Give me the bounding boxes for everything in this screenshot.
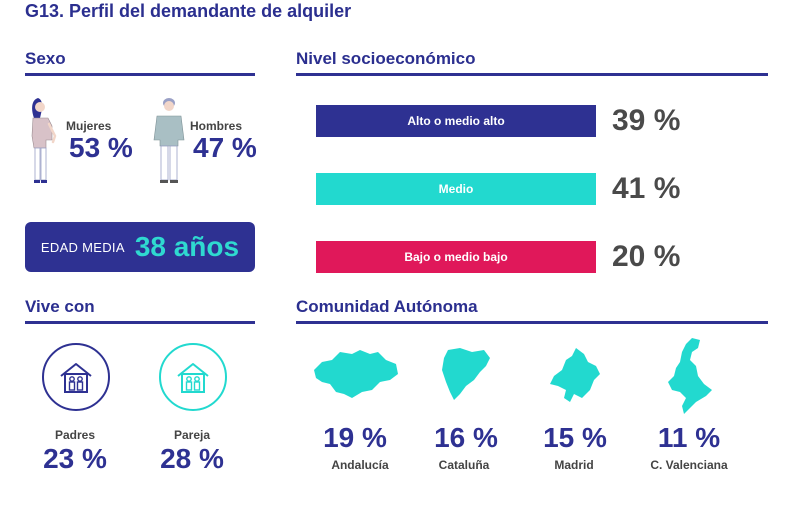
woman-icon (31, 98, 57, 183)
edad-media-box: EDAD MEDIA 38 años (25, 222, 255, 272)
nivel-bar-label: Medio (438, 182, 474, 196)
andalucia-value: 19 % (323, 422, 387, 453)
madrid-map-icon (550, 348, 600, 402)
valenciana-value: 11 % (657, 422, 721, 453)
hombres-label: Hombres (190, 119, 243, 133)
nivel-value-medio: 41 % (612, 172, 681, 205)
pareja-circle (159, 343, 227, 411)
andalucia-label: Andalucía (331, 458, 389, 472)
sexo-heading: Sexo (25, 49, 66, 68)
padres-value: 23 % (43, 443, 107, 474)
hombres-value: 47 % (193, 132, 257, 163)
mujeres-value: 53 % (69, 132, 133, 163)
nivel-bar-alto: Alto o medio alto (316, 105, 596, 137)
vive-divider (25, 321, 255, 324)
edad-media-value: 38 años (134, 231, 240, 262)
man-icon (153, 98, 185, 183)
nivel-heading: Nivel socioeconómico (296, 49, 476, 68)
pareja-label: Pareja (173, 428, 211, 442)
edad-media-label: EDAD MEDIA (40, 239, 125, 255)
nivel-bar-label: Alto o medio alto (407, 114, 505, 128)
madrid-value: 15 % (543, 422, 607, 453)
pareja-value: 28 % (160, 443, 224, 474)
house-couple-icon (177, 363, 209, 393)
nivel-bar-label: Bajo o medio bajo (404, 250, 508, 264)
page-title: G13. Perfil del demandante de alquiler (25, 1, 352, 21)
cataluna-map-icon (442, 348, 490, 400)
nivel-value-bajo: 20 % (612, 240, 681, 273)
cataluna-value: 16 % (434, 422, 498, 453)
comunidad-divider (296, 321, 768, 324)
comunidad-heading: Comunidad Autónoma (296, 297, 478, 316)
cataluna-label: Cataluña (438, 458, 490, 472)
nivel-divider (296, 73, 768, 76)
house-parents-icon (60, 363, 92, 393)
mujeres-label: Mujeres (66, 119, 112, 133)
andalucia-map-icon (314, 350, 398, 398)
valenciana-label: C. Valenciana (650, 458, 728, 472)
vive-heading: Vive con (25, 297, 95, 316)
nivel-value-alto: 39 % (612, 104, 681, 137)
padres-label: Padres (54, 428, 96, 442)
sexo-divider (25, 73, 255, 76)
padres-circle (42, 343, 110, 411)
nivel-bar-bajo: Bajo o medio bajo (316, 241, 596, 273)
nivel-bar-medio: Medio (316, 173, 596, 205)
madrid-label: Madrid (554, 458, 594, 472)
valenciana-map-icon (668, 338, 712, 414)
